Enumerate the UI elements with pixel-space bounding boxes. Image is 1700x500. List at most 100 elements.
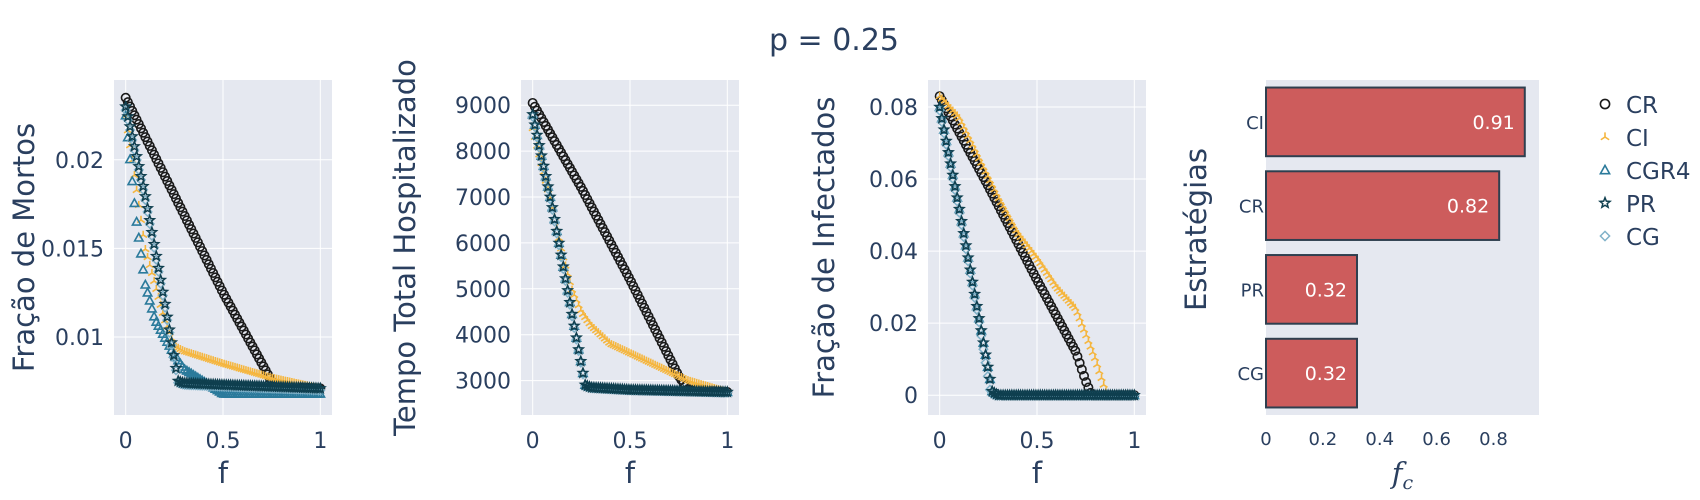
point-CI [1077,319,1087,328]
category-label: PR [1241,280,1264,301]
bar-CR [1265,170,1501,241]
point-PR [147,237,161,250]
point-CGR4 [148,310,160,321]
point-PR [933,100,947,113]
category-label: CI [1246,113,1264,134]
point-CGR4 [962,251,974,262]
y-axis-label: Fração de Infectados [807,97,841,399]
point-PR [937,122,951,136]
x-axis-label-subscript: c [1403,472,1414,494]
point-PR [574,354,588,367]
legend: CR CI CGR4 PR CG [1598,93,1691,251]
x-tick-label: 0.6 [1422,429,1451,450]
point-CI [1079,325,1089,333]
point-CGR4 [936,112,948,123]
panel-infected: 0 0.5 1 0 0.02 0.04 0.06 0.08 f Fração de Infecta… [807,80,1146,490]
point-PR [968,287,982,300]
point-CGR4 [947,169,959,180]
legend-marker [1599,230,1611,242]
point-PR [132,159,146,172]
point-CR [1074,357,1085,368]
point-PR [720,385,734,398]
point-PR [558,271,573,285]
point-PR [556,259,570,273]
point-PR [957,226,971,239]
point-CI [1073,308,1082,316]
point-CGR4 [953,203,965,214]
y-axis-label: Tempo Total Hospitalizado [388,59,422,437]
point-PR [125,129,139,143]
point-CR [1076,364,1087,375]
point-PR [169,361,183,374]
point-CGR4 [141,286,154,297]
point-CI [143,252,152,261]
point-CGR4 [984,373,996,384]
point-PR [550,224,564,237]
point-CGR4 [969,288,981,299]
point-CGR4 [135,247,147,258]
point-PR [935,111,949,124]
point-CGR4 [973,312,985,323]
point-PR [561,283,575,296]
point-CGR4 [960,239,972,250]
y-tick-label: 3000 [455,370,511,395]
y-tick-label: 0.02 [55,149,104,174]
point-PR [532,138,546,151]
point-CGR4 [131,215,143,226]
x-tick-label: 1 [313,429,327,454]
y-tick-label: 0.02 [869,312,918,337]
point-PR [955,214,969,227]
point-PR [944,156,958,170]
point-PR [138,189,152,202]
point-CGR4 [966,276,979,287]
point-PR [530,128,544,141]
point-CGR4 [146,302,158,313]
x-tick-label: 0.4 [1365,429,1394,450]
point-PR [127,139,141,152]
y-axis-label: Fração de Mortos [7,123,41,372]
y-tick-label: 0.06 [869,168,918,193]
legend-item-CGR4: CGR4 [1599,159,1691,185]
point-PR [119,99,133,113]
legend-item-CR: CR [1599,93,1658,119]
point-PR [134,169,148,182]
y-tick-label: 5000 [455,278,511,303]
x-tick-label: 1 [1127,429,1141,454]
point-CGR4 [951,191,963,202]
y-tick-label: 0.08 [869,96,918,121]
point-PR [160,310,174,323]
y-tick-label: 0.015 [41,237,104,262]
point-PR [569,330,583,344]
point-CGR4 [942,146,954,157]
point-PR [541,179,555,193]
bar-PR [1265,254,1358,325]
point-CGR4 [181,364,193,375]
point-PR [121,109,135,123]
point-CGR4 [934,101,946,112]
legend-label: CG [1626,225,1660,251]
y-tick-label: 0 [904,384,918,409]
point-PR [979,347,993,361]
point-PR [543,190,557,203]
x-tick-label: 0 [119,429,133,454]
point-PR [143,213,157,226]
x-axis-label: f [218,456,229,490]
point-CI [1095,367,1104,375]
point-CI [1086,342,1095,350]
point-PR [145,225,159,238]
y-tick-label: 0.04 [869,240,918,265]
panel-hospital-time: 0 0.5 1 3000 4000 5000 6000 7000 8000 9000 f Tempo … [388,59,739,490]
x-tick-label: 0 [933,429,947,454]
point-PR [537,159,551,172]
y-tick-label: 0.01 [55,326,104,351]
point-PR [976,335,990,349]
legend-label: CI [1626,126,1649,152]
legend-marker [1600,132,1610,141]
point-PR [970,299,984,312]
x-tick-label: 0.2 [1309,429,1338,450]
figure-title: p = 0.25 [769,23,899,58]
point-CI [1075,314,1084,322]
bar-value-label: 0.32 [1305,279,1347,301]
series-PR [526,107,734,398]
